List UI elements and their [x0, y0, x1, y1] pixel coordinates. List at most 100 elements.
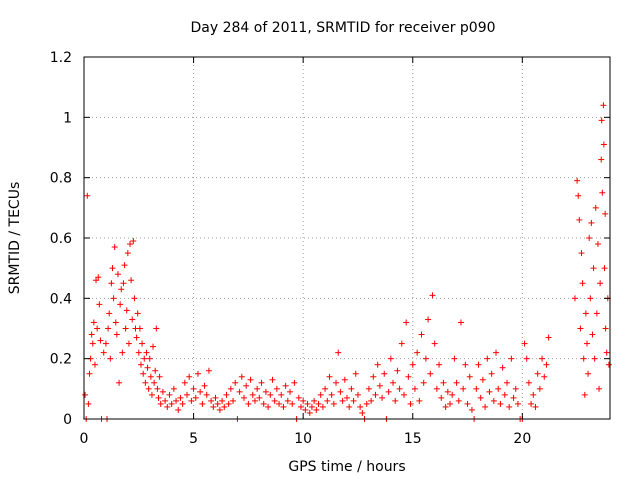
data-point	[284, 397, 291, 404]
data-point	[113, 331, 120, 338]
data-point	[125, 340, 132, 347]
data-point	[599, 189, 606, 196]
data-point	[477, 394, 484, 401]
data-point	[118, 286, 125, 293]
data-point	[602, 325, 609, 332]
data-point	[134, 310, 141, 317]
data-point	[137, 361, 144, 368]
data-point	[112, 319, 119, 326]
data-point	[190, 385, 197, 392]
data-point	[427, 370, 434, 377]
data-point	[300, 397, 307, 404]
data-point	[192, 394, 199, 401]
data-point	[120, 280, 127, 287]
data-point	[256, 394, 263, 401]
data-point	[157, 400, 164, 407]
data-point	[497, 400, 504, 407]
data-point	[462, 361, 469, 368]
data-point	[543, 361, 550, 368]
data-point	[594, 241, 601, 248]
data-point	[387, 355, 394, 362]
x-tick-label: 5	[189, 431, 198, 447]
data-point	[598, 117, 605, 124]
data-point	[495, 385, 502, 392]
data-point	[88, 331, 95, 338]
data-point	[203, 391, 210, 398]
data-point	[407, 400, 414, 407]
data-point	[539, 355, 546, 362]
data-point	[363, 400, 370, 407]
data-point	[473, 385, 480, 392]
data-point	[260, 400, 267, 407]
data-point	[306, 409, 313, 416]
data-point	[197, 388, 204, 395]
data-point	[143, 349, 150, 356]
data-point	[89, 340, 96, 347]
data-point	[107, 355, 114, 362]
data-point	[251, 397, 258, 404]
data-point	[396, 385, 403, 392]
data-point	[530, 391, 537, 398]
data-point	[352, 370, 359, 377]
data-point	[162, 397, 169, 404]
data-point	[282, 382, 289, 389]
data-point	[124, 250, 131, 257]
y-axis-title: SRMTID / TECUs	[7, 182, 23, 295]
data-point	[141, 355, 148, 362]
data-point	[164, 403, 171, 410]
data-point	[400, 391, 407, 398]
data-point	[278, 391, 285, 398]
data-point	[243, 382, 250, 389]
data-point	[436, 361, 443, 368]
data-point	[168, 400, 175, 407]
data-point	[311, 397, 318, 404]
data-point	[238, 373, 245, 380]
y-tick-label: 1.2	[50, 50, 72, 66]
data-point	[420, 379, 427, 386]
data-point	[184, 391, 191, 398]
data-point	[368, 397, 375, 404]
data-point	[449, 391, 456, 398]
plot-frame	[83, 56, 611, 420]
y-tick-label: 0.6	[50, 231, 72, 247]
data-point	[442, 403, 449, 410]
data-point	[219, 397, 226, 404]
data-point	[136, 325, 143, 332]
data-point	[490, 397, 497, 404]
data-point	[212, 394, 219, 401]
y-tick-label: 0.2	[50, 352, 72, 368]
data-point	[106, 310, 113, 317]
data-point	[541, 373, 548, 380]
data-point	[528, 400, 535, 407]
data-point	[304, 400, 311, 407]
data-point	[431, 340, 438, 347]
data-point	[333, 379, 340, 386]
data-point	[265, 403, 272, 410]
data-point	[267, 391, 274, 398]
data-point	[144, 364, 151, 371]
data-point	[330, 400, 337, 407]
data-point	[348, 385, 355, 392]
data-point	[247, 376, 254, 383]
data-point	[592, 204, 599, 211]
data-point	[269, 376, 276, 383]
data-point	[302, 406, 309, 413]
data-point	[405, 373, 412, 380]
data-point	[317, 391, 324, 398]
data-point	[150, 343, 157, 350]
x-axis-title: GPS time / hours	[288, 459, 405, 475]
data-point	[510, 394, 517, 401]
data-point	[188, 397, 195, 404]
data-point	[100, 349, 107, 356]
data-point	[97, 337, 104, 344]
data-point	[605, 361, 612, 368]
data-point	[425, 316, 432, 323]
data-point	[175, 406, 182, 413]
data-point	[438, 394, 445, 401]
data-point	[152, 367, 159, 374]
data-point	[151, 379, 158, 386]
data-point	[155, 394, 162, 401]
data-point	[416, 397, 423, 404]
data-point	[135, 349, 142, 356]
data-point	[344, 394, 350, 401]
